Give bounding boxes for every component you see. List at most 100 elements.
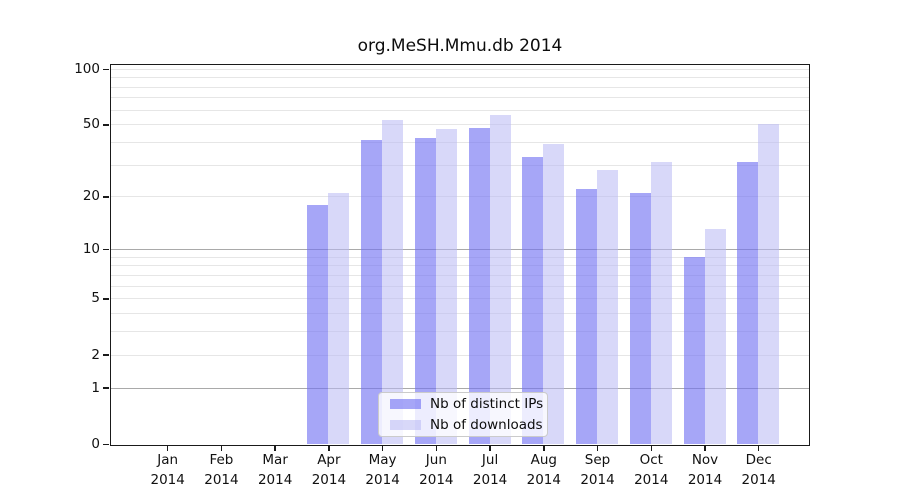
- x-axis-month-label: Apr 2014: [298, 450, 360, 490]
- x-axis-tick-mark: [328, 444, 330, 451]
- legend-swatch-downloads: [390, 420, 421, 430]
- bar-dec-distinct-ips: [737, 162, 759, 444]
- month-name: Mar: [262, 452, 288, 468]
- x-axis-month-label: Mar 2014: [244, 450, 306, 490]
- bar-oct-distinct-ips: [629, 192, 651, 444]
- gridline-4: [111, 313, 809, 315]
- y-axis-tick-label: 5: [91, 290, 100, 307]
- y-axis-tick-mark: [103, 443, 109, 446]
- gridline-5: [111, 298, 809, 300]
- month-year: 2014: [526, 472, 561, 488]
- gridline-9: [111, 256, 809, 258]
- month-name: Feb: [209, 452, 234, 468]
- month-name: Jan: [157, 452, 179, 468]
- month-name: Nov: [691, 452, 719, 468]
- y-axis-tick-mark: [103, 387, 109, 389]
- gridline-1: [111, 387, 809, 389]
- gridline-30: [111, 164, 809, 166]
- month-name: Sep: [584, 452, 611, 468]
- x-axis-month-label: Jan 2014: [137, 450, 199, 490]
- gridline-60: [111, 109, 809, 111]
- gridline-20: [111, 196, 809, 198]
- bar-jun-downloads: [435, 129, 457, 444]
- x-axis-tick-mark: [489, 444, 491, 451]
- month-year: 2014: [365, 472, 400, 488]
- x-axis-tick-mark: [596, 444, 599, 451]
- x-axis-tick-mark: [543, 444, 545, 451]
- x-axis-tick-mark: [220, 444, 223, 451]
- bar-apr-distinct-ips: [307, 204, 329, 444]
- bar-aug-downloads: [543, 144, 565, 444]
- x-axis-tick-mark: [381, 444, 384, 451]
- y-axis-tick-label: 10: [82, 241, 100, 258]
- gridline-70: [111, 97, 809, 99]
- month-year: 2014: [150, 472, 185, 488]
- y-axis-tick-label: 50: [82, 116, 100, 133]
- x-axis-month-label: Feb 2014: [190, 450, 252, 490]
- legend-swatch-distinct-ips: [390, 399, 421, 409]
- bar-aug-distinct-ips: [522, 157, 544, 444]
- gridline-100: [111, 68, 809, 70]
- y-axis-tick-mark: [103, 298, 109, 300]
- y-axis-tick-label: 20: [82, 188, 100, 205]
- month-year: 2014: [634, 472, 669, 488]
- x-axis-tick-mark: [704, 444, 706, 451]
- x-axis-tick-mark: [757, 444, 760, 451]
- bar-nov-distinct-ips: [683, 256, 705, 444]
- y-axis-tick-label: 0: [91, 436, 100, 452]
- bar-dec-downloads: [758, 124, 780, 444]
- gridline-7: [111, 274, 809, 276]
- month-year: 2014: [472, 472, 508, 488]
- month-name: Dec: [745, 452, 772, 468]
- month-name: Jun: [425, 452, 447, 468]
- y-axis-tick-mark: [103, 68, 109, 71]
- legend: Nb of distinct IPs Nb of downloads: [378, 392, 548, 437]
- month-year: 2014: [204, 472, 239, 488]
- bar-may-distinct-ips: [361, 140, 383, 444]
- x-axis-tick-mark: [650, 444, 653, 451]
- y-axis-tick-mark: [103, 354, 109, 356]
- x-axis-tick-mark: [166, 444, 169, 451]
- legend-label-distinct-ips: Nb of distinct IPs: [430, 396, 544, 412]
- month-year: 2014: [687, 472, 723, 488]
- x-axis-month-label: Oct 2014: [620, 450, 682, 490]
- x-axis-month-label: Aug 2014: [513, 450, 575, 490]
- month-name: Oct: [639, 452, 663, 468]
- x-axis-tick-mark: [274, 444, 276, 451]
- gridline-80: [111, 86, 809, 88]
- month-year: 2014: [741, 472, 776, 488]
- bar-nov-downloads: [704, 229, 726, 444]
- x-axis-tick-mark: [435, 444, 438, 451]
- x-axis-month-label: Jun 2014: [405, 450, 467, 490]
- bar-jun-distinct-ips: [414, 138, 436, 444]
- gridline-2: [111, 354, 809, 356]
- month-year: 2014: [580, 472, 615, 488]
- x-axis-month-label: Nov 2014: [674, 450, 736, 490]
- month-name: Jul: [481, 452, 499, 468]
- month-year: 2014: [419, 472, 454, 488]
- bar-sep-downloads: [597, 170, 619, 444]
- y-axis-tick-label: 1: [91, 379, 100, 396]
- bar-sep-distinct-ips: [576, 189, 598, 444]
- gridline-90: [111, 77, 809, 79]
- y-axis-tick-mark: [103, 196, 109, 198]
- y-axis-tick-mark: [103, 248, 109, 251]
- month-year: 2014: [257, 472, 293, 488]
- y-axis-tick-label: 2: [91, 346, 100, 363]
- bar-jul-downloads: [489, 115, 511, 444]
- gridline-6: [111, 285, 809, 287]
- gridline-50: [111, 124, 809, 126]
- y-axis-tick-label: 100: [74, 60, 100, 77]
- month-name: Aug: [530, 452, 557, 468]
- bar-oct-downloads: [650, 162, 672, 444]
- plot-area: [110, 64, 810, 446]
- gridline-10: [111, 249, 809, 251]
- x-axis-month-label: Sep 2014: [567, 450, 629, 490]
- x-axis-month-label: Dec 2014: [728, 450, 790, 490]
- bar-may-downloads: [382, 119, 404, 444]
- legend-item-distinct-ips: Nb of distinct IPs: [379, 396, 547, 412]
- legend-label-downloads: Nb of downloads: [430, 417, 543, 433]
- bar-apr-downloads: [328, 192, 350, 444]
- month-name: May: [368, 452, 397, 468]
